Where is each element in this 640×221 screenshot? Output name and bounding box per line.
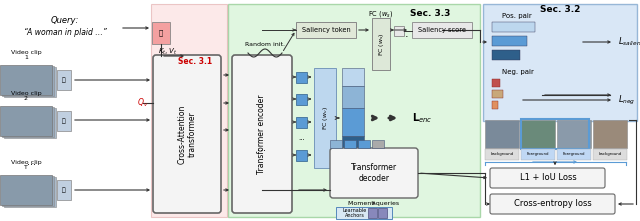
Bar xyxy=(4,177,56,207)
Text: ...: ... xyxy=(257,143,266,153)
Text: “A woman in plaid …”: “A woman in plaid …” xyxy=(24,28,106,37)
Text: background: background xyxy=(490,152,514,156)
Bar xyxy=(57,70,71,90)
Bar xyxy=(314,68,336,168)
Text: Random init.: Random init. xyxy=(245,42,285,46)
Bar xyxy=(412,22,472,38)
Bar xyxy=(394,26,404,36)
Bar xyxy=(152,22,170,44)
Text: $\mathbf{L}_{enc}$: $\mathbf{L}_{enc}$ xyxy=(412,111,433,125)
FancyBboxPatch shape xyxy=(490,194,615,214)
Bar xyxy=(0,175,52,205)
Text: ...: ... xyxy=(28,157,36,167)
Text: Moment queries: Moment queries xyxy=(348,202,399,206)
Bar xyxy=(342,68,364,86)
Text: Neg. pair: Neg. pair xyxy=(502,69,534,75)
Bar xyxy=(342,86,364,108)
Bar xyxy=(485,120,519,148)
Text: 🔒: 🔒 xyxy=(62,77,66,83)
Text: Pos. pair: Pos. pair xyxy=(502,13,532,19)
Text: Learnable
Anchors: Learnable Anchors xyxy=(343,208,367,218)
Bar xyxy=(2,107,54,137)
Bar xyxy=(593,149,627,160)
Text: Video clip
2: Video clip 2 xyxy=(11,91,42,101)
Text: Sec. 3.3: Sec. 3.3 xyxy=(410,10,450,19)
Bar xyxy=(521,149,555,160)
Bar xyxy=(4,67,56,97)
Text: Video clip
T: Video clip T xyxy=(11,160,42,170)
Text: ...: ... xyxy=(299,135,305,141)
Text: $Q_v$: $Q_v$ xyxy=(137,97,148,109)
Bar xyxy=(372,140,384,148)
Bar xyxy=(557,149,591,160)
FancyBboxPatch shape xyxy=(330,148,418,198)
Bar xyxy=(0,65,52,95)
Text: Cross-Attention
transformer: Cross-Attention transformer xyxy=(177,104,196,164)
Text: Video clip
1: Video clip 1 xyxy=(11,50,42,60)
Bar xyxy=(483,4,637,121)
Bar xyxy=(344,140,356,148)
Bar xyxy=(57,180,71,200)
Text: Saliency score: Saliency score xyxy=(418,27,466,33)
Text: $K_t, V_t$: $K_t, V_t$ xyxy=(159,47,177,57)
FancyBboxPatch shape xyxy=(232,55,292,213)
Bar xyxy=(521,119,589,149)
Bar xyxy=(336,207,392,219)
Text: Saliency token: Saliency token xyxy=(301,27,350,33)
Bar xyxy=(593,120,627,148)
Text: ·: · xyxy=(405,32,409,42)
Bar xyxy=(358,140,370,148)
Text: 🔒: 🔒 xyxy=(62,118,66,124)
Bar xyxy=(0,106,52,136)
Text: Transformer encoder: Transformer encoder xyxy=(257,94,266,174)
Bar xyxy=(296,94,307,105)
Text: L1 + IoU Loss: L1 + IoU Loss xyxy=(520,173,577,183)
Text: 🔒: 🔒 xyxy=(62,187,66,193)
Bar xyxy=(492,90,503,98)
Bar xyxy=(492,36,527,46)
Bar xyxy=(296,150,307,161)
Text: $L_{saliency}$: $L_{saliency}$ xyxy=(618,35,640,49)
Bar xyxy=(2,176,54,206)
Text: Foreground: Foreground xyxy=(563,152,585,156)
Text: Sec. 3.1: Sec. 3.1 xyxy=(178,57,212,67)
Bar xyxy=(342,108,364,136)
Bar xyxy=(378,208,387,218)
Bar xyxy=(368,208,377,218)
Bar xyxy=(2,66,54,96)
Bar xyxy=(296,72,307,83)
Bar xyxy=(296,22,356,38)
Text: FC ($w_s$): FC ($w_s$) xyxy=(376,32,385,56)
Text: Query:: Query: xyxy=(51,16,79,25)
Text: Sec. 3.2: Sec. 3.2 xyxy=(540,6,580,15)
Bar xyxy=(492,50,520,60)
Bar xyxy=(485,149,519,160)
Bar xyxy=(521,120,555,148)
Bar xyxy=(372,18,390,70)
Bar xyxy=(557,120,591,148)
Bar xyxy=(492,22,534,32)
Bar xyxy=(330,140,342,148)
Bar xyxy=(296,117,307,128)
Bar xyxy=(57,111,71,131)
Text: Foreground: Foreground xyxy=(527,152,549,156)
Text: 🔒: 🔒 xyxy=(159,30,163,36)
Bar xyxy=(151,4,227,217)
Text: FC ($w_v$): FC ($w_v$) xyxy=(321,106,330,130)
Text: FC ($w_s$): FC ($w_s$) xyxy=(369,9,394,19)
Text: $L_{neg}$: $L_{neg}$ xyxy=(618,93,636,107)
Bar xyxy=(4,108,56,138)
Text: Cross-entropy loss: Cross-entropy loss xyxy=(514,200,592,208)
Text: background: background xyxy=(598,152,621,156)
Bar xyxy=(342,136,364,158)
Bar xyxy=(492,79,499,87)
Bar xyxy=(228,4,480,217)
Bar xyxy=(492,101,498,109)
FancyBboxPatch shape xyxy=(490,168,605,188)
FancyBboxPatch shape xyxy=(153,55,221,213)
Text: Transformer
decoder: Transformer decoder xyxy=(351,163,397,183)
